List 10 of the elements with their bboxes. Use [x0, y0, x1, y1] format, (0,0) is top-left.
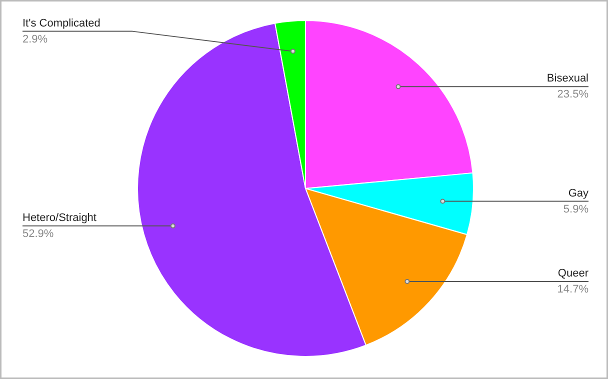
- slice-label: Hetero/Straight: [22, 212, 96, 224]
- data-label: 5.9%: [563, 203, 589, 216]
- slice-label: Gay: [568, 187, 589, 200]
- data-label: 2.9%: [22, 33, 48, 46]
- data-label: 14.7%: [557, 283, 589, 296]
- slice-label: It's Complicated: [22, 17, 100, 30]
- data-label: 52.9%: [22, 228, 54, 240]
- data-label: 23.5%: [557, 88, 589, 101]
- slice-label: Bisexual: [546, 72, 588, 85]
- slice-label: Queer: [558, 267, 589, 280]
